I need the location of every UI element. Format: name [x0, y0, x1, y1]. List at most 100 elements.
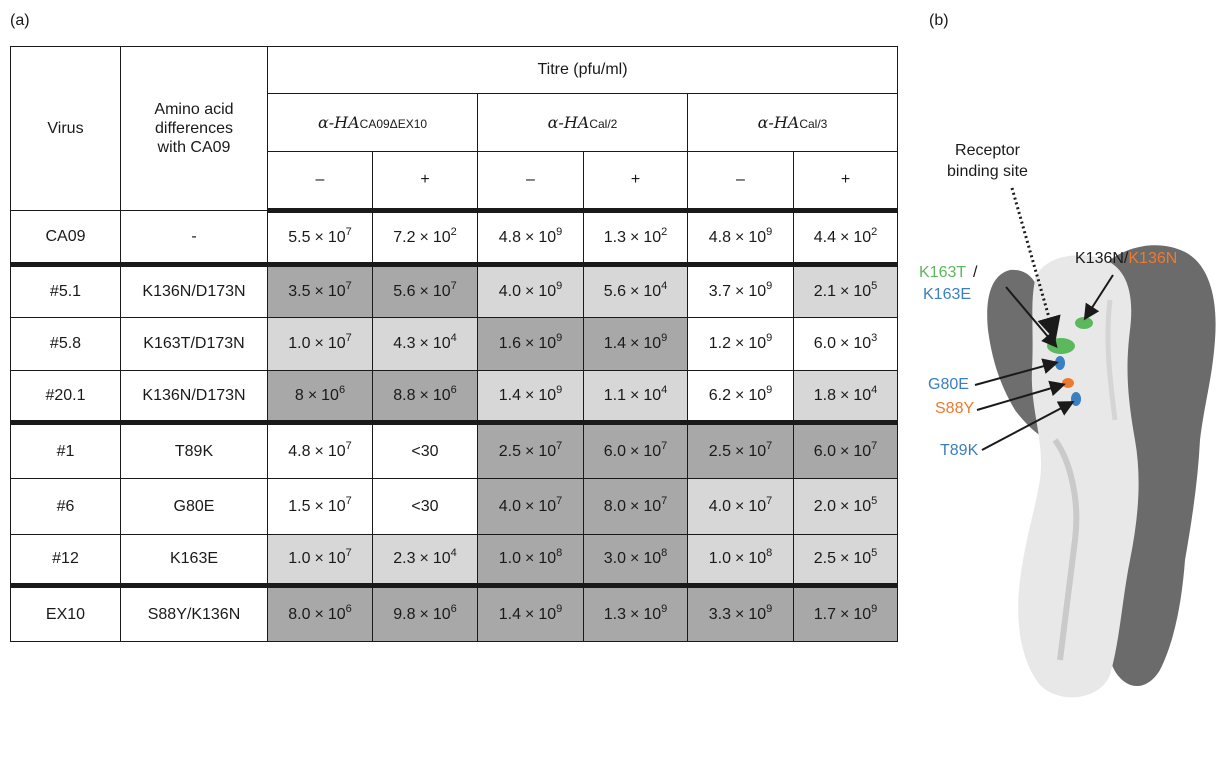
titre-base: 10 — [432, 228, 451, 246]
titre-cell: 2.1 × 105 — [793, 262, 898, 318]
table-row: #6 G80E 1.5 × 107 <30 4.0 × 107 8.0 × 107 4.0 × 107 2.0… — [10, 478, 898, 535]
titre-cell: <30 — [372, 478, 478, 535]
titre-base: 10 — [643, 442, 662, 460]
titre-cell: 1.5 × 107 — [267, 478, 373, 535]
table-row: #5.8 K163T/D173N 1.0 × 107 4.3 × 104 1.6 × 109 1.4 ×… — [10, 317, 898, 371]
differences-cell: T89K — [120, 420, 268, 479]
k136n-black-text: K136N — [1075, 250, 1124, 267]
titre-exponent: 7 — [556, 494, 563, 507]
titre-mantissa: 4.4 — [813, 228, 836, 246]
titre-mantissa: 4.8 — [498, 228, 521, 246]
titre-cell: 6.2 × 109 — [687, 370, 794, 423]
titre-base: 10 — [748, 335, 767, 352]
titre-exponent: 9 — [766, 225, 773, 238]
times-sign: × — [314, 283, 324, 300]
titre-cell: 1.8 × 104 — [793, 370, 898, 423]
titre-cell: 3.0 × 108 — [583, 534, 688, 586]
titre-exponent: 9 — [556, 280, 563, 292]
titre-mantissa: 6.0 — [603, 442, 626, 460]
times-sign: × — [734, 605, 745, 623]
titre-exponent: 5 — [871, 280, 878, 292]
times-sign: × — [419, 550, 429, 567]
receptor-line-1: Receptor — [955, 142, 1020, 159]
titre-mantissa: 1.2 — [708, 335, 731, 352]
titre-mantissa: 3.5 — [288, 283, 311, 300]
times-sign: × — [524, 386, 535, 404]
titre-mantissa: 1.7 — [813, 605, 836, 623]
times-sign: × — [839, 283, 850, 300]
titre-base: 10 — [538, 497, 557, 515]
titre-base: 10 — [538, 550, 557, 567]
times-sign: × — [524, 283, 535, 300]
titre-cell: 6.0 × 107 — [583, 420, 688, 479]
panel-label-a: (a) — [10, 12, 30, 29]
table-row: #20.1 K136N/D173N 8 × 106 8.8 × 106 1.4 × 109 1.1 × 1… — [10, 370, 898, 423]
titre-exponent: 9 — [871, 602, 878, 615]
times-sign: × — [629, 605, 640, 623]
titre-exponent: 7 — [345, 225, 352, 238]
titre-base: 10 — [853, 605, 872, 623]
titre-cell: 2.0 × 105 — [793, 478, 898, 535]
titre-mantissa: 4.0 — [498, 283, 521, 300]
header-sign: – — [267, 151, 373, 213]
titre-mantissa: 1.4 — [498, 386, 521, 404]
titre-cell: 8.0 × 106 — [267, 583, 373, 642]
surface-shading — [1105, 299, 1118, 421]
label-k163e: K163E — [923, 286, 972, 303]
times-sign: × — [629, 283, 640, 300]
table-row: EX10 S88Y/K136N 8.0 × 106 9.8 × 106 1.4 × 109 1.3 × 1… — [10, 583, 898, 642]
titre-mantissa: 6.0 — [813, 335, 836, 352]
virus-cell: #1 — [10, 420, 121, 479]
titre-mantissa: 1.4 — [603, 335, 626, 352]
times-sign: × — [629, 335, 640, 352]
titre-base: 10 — [748, 497, 767, 515]
titre-mantissa: 1.6 — [498, 335, 521, 352]
titre-table: Virus Amino acid differences with CA09 T… — [10, 46, 898, 642]
titre-mantissa: 7.2 — [393, 228, 416, 246]
titre-base: 10 — [643, 283, 662, 300]
titre-mantissa: 8.0 — [288, 605, 311, 623]
header-amino-acid-differences: Amino acid differences with CA09 — [120, 46, 268, 211]
titre-exponent: 6 — [450, 383, 457, 396]
titre-base: 10 — [432, 283, 451, 300]
s88y-arrow — [976, 380, 1066, 411]
antibody-prefix: α-HA — [547, 112, 590, 132]
titre-mantissa: 5.6 — [603, 283, 626, 300]
times-sign: × — [734, 442, 745, 460]
titre-cell: 4.0 × 109 — [477, 262, 584, 318]
times-sign: × — [307, 386, 318, 404]
titre-base: 10 — [643, 228, 662, 246]
titre-cell: 4.8 × 107 — [267, 420, 373, 479]
differences-cell: - — [120, 210, 268, 265]
label-g80e: G80E — [928, 376, 969, 393]
titre-exponent: 9 — [556, 332, 563, 344]
titre-mantissa: 1.3 — [603, 228, 626, 246]
titre-exponent: 4 — [871, 383, 878, 396]
titre-exponent: 7 — [345, 494, 352, 507]
label-k163t: K163T — [919, 264, 967, 281]
k136n-slash: / — [1123, 250, 1129, 267]
differences-cell: K136N/D173N — [120, 370, 268, 423]
titre-base: 10 — [327, 283, 346, 300]
titre-base: 10 — [538, 335, 557, 352]
titre-cell: 1.2 × 109 — [687, 317, 794, 371]
titre-mantissa: 2.5 — [813, 550, 836, 567]
titre-base: 10 — [327, 497, 346, 515]
times-sign: × — [419, 335, 429, 352]
label-slash: / — [973, 264, 978, 281]
titre-exponent: 9 — [556, 602, 563, 615]
dark-subunit-surface — [1100, 245, 1216, 687]
header-sign: – — [477, 151, 584, 213]
titre-mantissa: 3.3 — [708, 605, 731, 623]
titre-cell: 1.3 × 109 — [583, 583, 688, 642]
antibody-prefix: α-HA — [757, 112, 800, 132]
titre-exponent: 8 — [766, 547, 773, 559]
times-sign: × — [629, 442, 640, 460]
titre-exponent: 7 — [556, 439, 563, 452]
table-body: CA09-5.5 × 107 7.2 × 102 4.8 × 109 1.3 × 102 4.8 × 109… — [10, 210, 898, 642]
titre-cell: 4.8 × 109 — [477, 210, 584, 265]
titre-exponent: 6 — [345, 602, 352, 615]
t89k-arrow — [981, 401, 1075, 451]
times-sign: × — [524, 442, 535, 460]
times-sign: × — [419, 386, 429, 404]
